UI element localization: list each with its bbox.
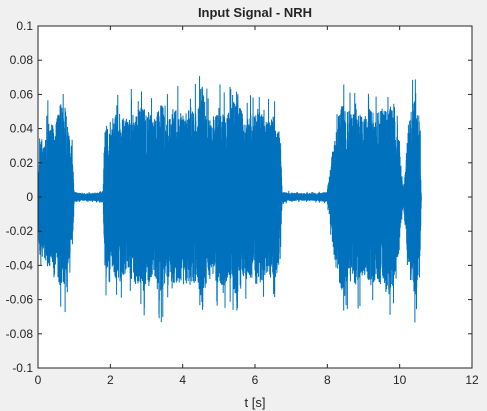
signal-series-line	[37, 76, 422, 323]
x-axis-label: t [s]	[245, 395, 266, 410]
y-tick-label: 0.1	[16, 19, 33, 33]
y-tick-label: 0.04	[10, 122, 34, 136]
y-tick-label: -0.02	[6, 224, 34, 238]
y-tick-label: 0.02	[10, 156, 34, 170]
x-tick-label: 8	[324, 373, 331, 387]
x-axis: 0 2 4 6 8 10 12	[35, 26, 479, 387]
x-tick-label: 2	[107, 373, 114, 387]
y-tick-label: 0	[26, 190, 33, 204]
y-tick-label: -0.04	[6, 258, 34, 272]
x-tick-label: 6	[252, 373, 259, 387]
y-tick-label: -0.1	[12, 361, 33, 375]
y-tick-label: 0.06	[10, 87, 34, 101]
y-axis: -0.1 -0.08 -0.06 -0.04 -0.02 0 0.02 0.04 0.06 0.0…	[6, 19, 472, 375]
x-tick-label: 10	[393, 373, 407, 387]
y-tick-label: -0.08	[6, 327, 34, 341]
x-tick-label: 4	[179, 373, 186, 387]
x-tick-label: 12	[465, 373, 479, 387]
chart-title: Input Signal - NRH	[198, 5, 312, 20]
y-tick-label: 0.08	[10, 53, 34, 67]
x-tick-label: 0	[35, 373, 42, 387]
y-tick-label: -0.06	[6, 293, 34, 307]
